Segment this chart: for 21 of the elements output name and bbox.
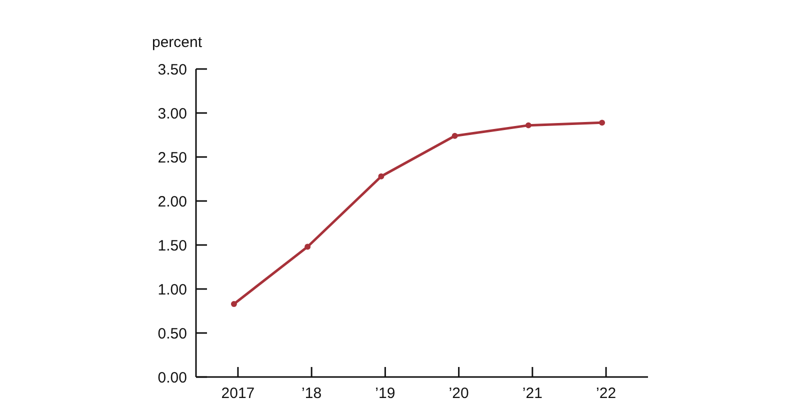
y-tick-label: 0.50 bbox=[158, 325, 187, 342]
y-tick-label: 0.00 bbox=[158, 369, 187, 386]
y-tick-label: 1.00 bbox=[158, 281, 187, 298]
point bbox=[304, 244, 311, 250]
point bbox=[452, 132, 458, 139]
x-tick-label: ’20 bbox=[448, 385, 469, 402]
y-tick-label: 1.50 bbox=[158, 237, 187, 254]
point bbox=[525, 122, 532, 128]
point bbox=[599, 120, 606, 126]
y-tick-label: 2.50 bbox=[158, 149, 187, 166]
x-tick-label: 2017 bbox=[221, 385, 255, 402]
y-axis-title: percent bbox=[152, 34, 203, 51]
x-tick-label: ’19 bbox=[375, 385, 396, 402]
point bbox=[378, 173, 384, 180]
y-tick-label: 3.00 bbox=[158, 105, 187, 122]
x-tick-label: ’22 bbox=[596, 385, 616, 402]
x-tick-label: ’18 bbox=[302, 385, 322, 402]
point bbox=[230, 300, 237, 307]
y-tick-label: 2.00 bbox=[158, 193, 187, 210]
y-tick-label: 3.50 bbox=[158, 61, 187, 78]
x-tick-label: ’21 bbox=[522, 385, 542, 402]
